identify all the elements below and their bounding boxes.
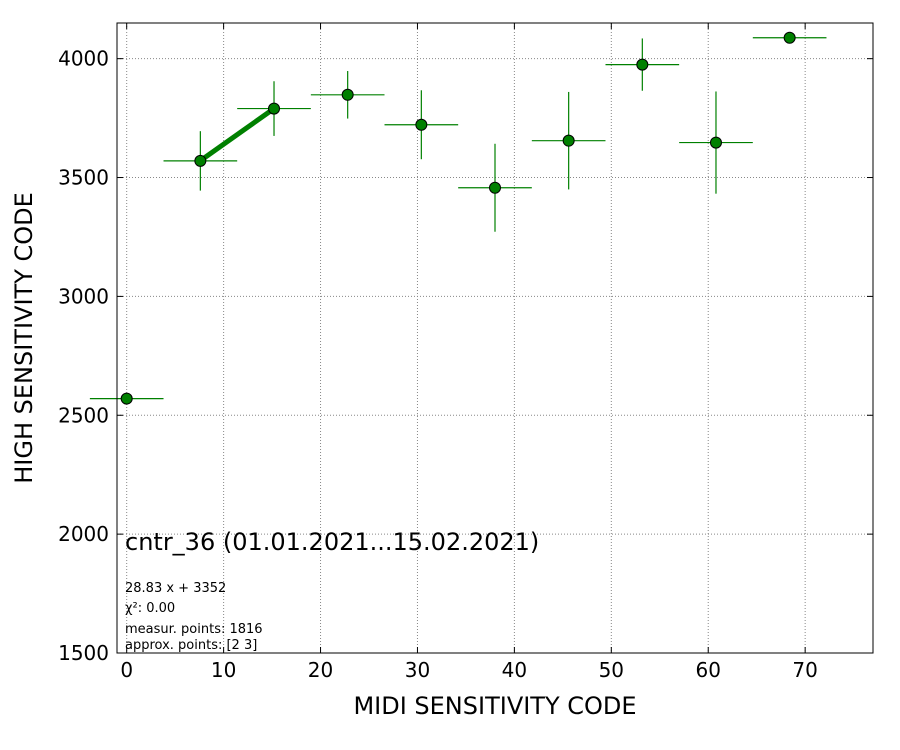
y-tick-label: 2000: [58, 522, 109, 546]
x-tick-label: 70: [792, 658, 817, 682]
y-tick-label: 2500: [58, 403, 109, 427]
data-point: [194, 154, 207, 167]
y-tick-label: 3500: [58, 166, 109, 190]
y-tick-label: 1500: [58, 641, 109, 665]
ticks: [117, 23, 873, 654]
fit-line-group: [197, 106, 277, 164]
annotation-measur-points: measur. points: 1816: [125, 622, 263, 637]
y-axis-label: HIGH SENSITIVITY CODE: [10, 192, 38, 484]
x-tick-label: 10: [211, 658, 236, 682]
grid: [117, 23, 873, 654]
data-point: [341, 88, 354, 101]
data-point: [268, 102, 281, 115]
data-point: [636, 58, 649, 71]
x-tick-label: 40: [502, 658, 527, 682]
x-tick-label: 50: [599, 658, 624, 682]
annotation-equation: 28.83 x + 3352: [125, 581, 226, 596]
data-point: [562, 134, 575, 147]
x-tick-label: 30: [405, 658, 430, 682]
annotation-approx-points: approx. points: [2 3]: [125, 638, 257, 653]
x-tick-label: 0: [120, 658, 133, 682]
annotation-chi2: χ²: 0.00: [125, 601, 175, 616]
annotation-title: cntr_36 (01.01.2021...15.02.2021): [125, 528, 539, 556]
data-points: [120, 31, 796, 405]
data-point: [783, 31, 796, 44]
data-point: [489, 181, 501, 194]
plot-frame: [116, 22, 874, 654]
tick-labels: 0 10 20 30 40 50 60 70 1500 2000 2500 3000 3500 4000: [58, 47, 818, 682]
x-tick-label: 20: [308, 658, 333, 682]
y-tick-label: 4000: [58, 47, 109, 71]
x-axis-label: MIDI SENSITIVITY CODE: [353, 692, 636, 720]
y-tick-label: 3000: [58, 284, 109, 308]
data-point: [120, 392, 133, 405]
data-point: [709, 136, 722, 149]
errorbars: [89, 37, 827, 400]
fit-line: [197, 106, 277, 164]
x-tick-label: 60: [696, 658, 721, 682]
data-point: [415, 118, 428, 131]
